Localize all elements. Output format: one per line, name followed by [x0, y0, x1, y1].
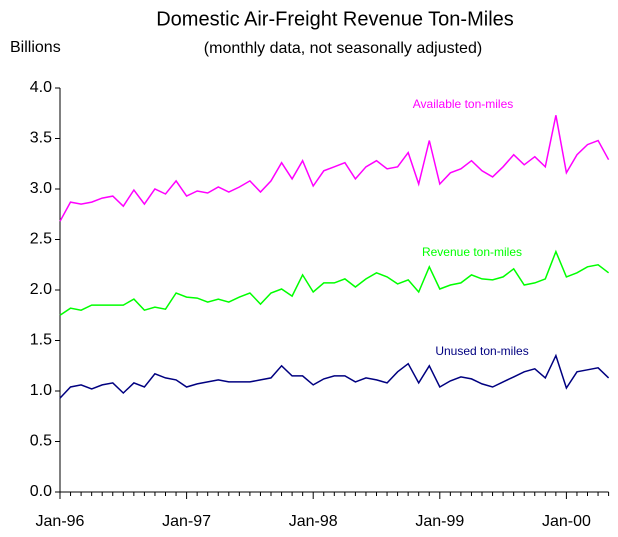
y-tick-label: 0.5 — [30, 433, 52, 450]
series-label: Available ton-miles — [413, 97, 514, 111]
y-axis-label: Billions — [10, 39, 61, 56]
y-tick-label: 0.0 — [30, 483, 52, 500]
x-tick-label: Jan-00 — [542, 513, 591, 530]
chart-title: Domestic Air-Freight Revenue Ton-Miles — [156, 8, 514, 30]
y-tick-label: 2.5 — [30, 231, 52, 248]
x-tick-label: Jan-96 — [36, 513, 85, 530]
series-label: Revenue ton-miles — [422, 245, 522, 259]
series-label: Unused ton-miles — [435, 344, 528, 358]
y-tick-label: 3.0 — [30, 180, 52, 197]
series-line — [59, 249, 610, 316]
y-tick-label: 1.0 — [30, 382, 52, 399]
y-tick-label: 1.5 — [30, 332, 52, 349]
y-tick-label: 2.0 — [30, 281, 52, 298]
x-tick-label: Jan-98 — [289, 513, 338, 530]
series-line — [59, 115, 610, 222]
x-tick-label: Jan-99 — [415, 513, 464, 530]
y-tick-label: 4.0 — [30, 79, 52, 96]
x-tick-label: Jan-97 — [162, 513, 211, 530]
y-tick-label: 3.5 — [30, 130, 52, 147]
chart-subtitle: (monthly data, not seasonally adjusted) — [204, 40, 482, 57]
series-line — [59, 353, 610, 399]
